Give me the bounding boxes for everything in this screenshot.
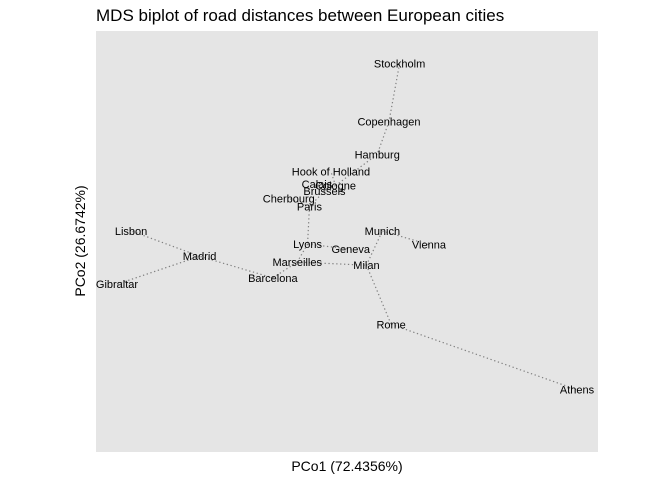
city-label-lyons: Lyons (293, 239, 322, 251)
x-axis-label: PCo1 (72.4356%) (291, 458, 402, 474)
city-label-madrid: Madrid (183, 251, 217, 263)
city-label-cherbourg: Cherbourg (263, 193, 315, 205)
city-label-hamburg: Hamburg (355, 149, 400, 161)
edge-milan-munich (365, 230, 383, 266)
city-label-rome: Rome (376, 319, 405, 331)
city-label-paris: Paris (297, 202, 323, 214)
city-label-calais: Calais (302, 179, 333, 191)
chart-title: MDS biplot of road distances between Eur… (96, 6, 504, 25)
city-label-brussels: Brussels (303, 186, 346, 198)
city-label-munich: Munich (365, 226, 400, 238)
edge-brussels-calais (316, 183, 325, 192)
edge-milan-rome (365, 264, 392, 325)
city-label-barcelona: Barcelona (248, 273, 298, 285)
edge-hamburg-cologne (335, 153, 378, 187)
city-label-hook-of-holland: Hook of Holland (292, 167, 370, 179)
city-label-marseilles: Marseilles (272, 257, 322, 269)
tree-edges (116, 63, 578, 391)
edge-marseilles-barcelona (272, 261, 298, 279)
city-label-lisbon: Lisbon (115, 226, 147, 238)
city-label-athens: Athens (560, 385, 595, 397)
edge-rome-athens (390, 323, 578, 391)
city-label-geneva: Geneva (331, 244, 370, 256)
plot-panel (96, 31, 598, 452)
edge-madrid-lisbon (130, 230, 200, 257)
city-labels: Stockholm Copenhagen Hamburg Hook of Hollan… (96, 59, 595, 397)
edge-lyons-geneva (307, 243, 351, 250)
city-label-vienna: Vienna (412, 240, 447, 252)
edge-paris-lyons (306, 206, 311, 245)
y-axis-label: PCo2 (26.6742%) (72, 185, 88, 296)
city-label-copenhagen: Copenhagen (357, 117, 420, 129)
city-label-cologne: Cologne (315, 181, 356, 193)
city-label-gibraltar: Gibraltar (96, 279, 139, 291)
edge-cologne-hook-of-holland (330, 171, 337, 186)
city-label-stockholm: Stockholm (374, 59, 425, 71)
city-label-milan: Milan (353, 260, 379, 272)
edge-munich-vienna (382, 230, 430, 246)
edge-barcelona-madrid (199, 255, 274, 279)
edge-madrid-gibraltar (116, 255, 200, 285)
